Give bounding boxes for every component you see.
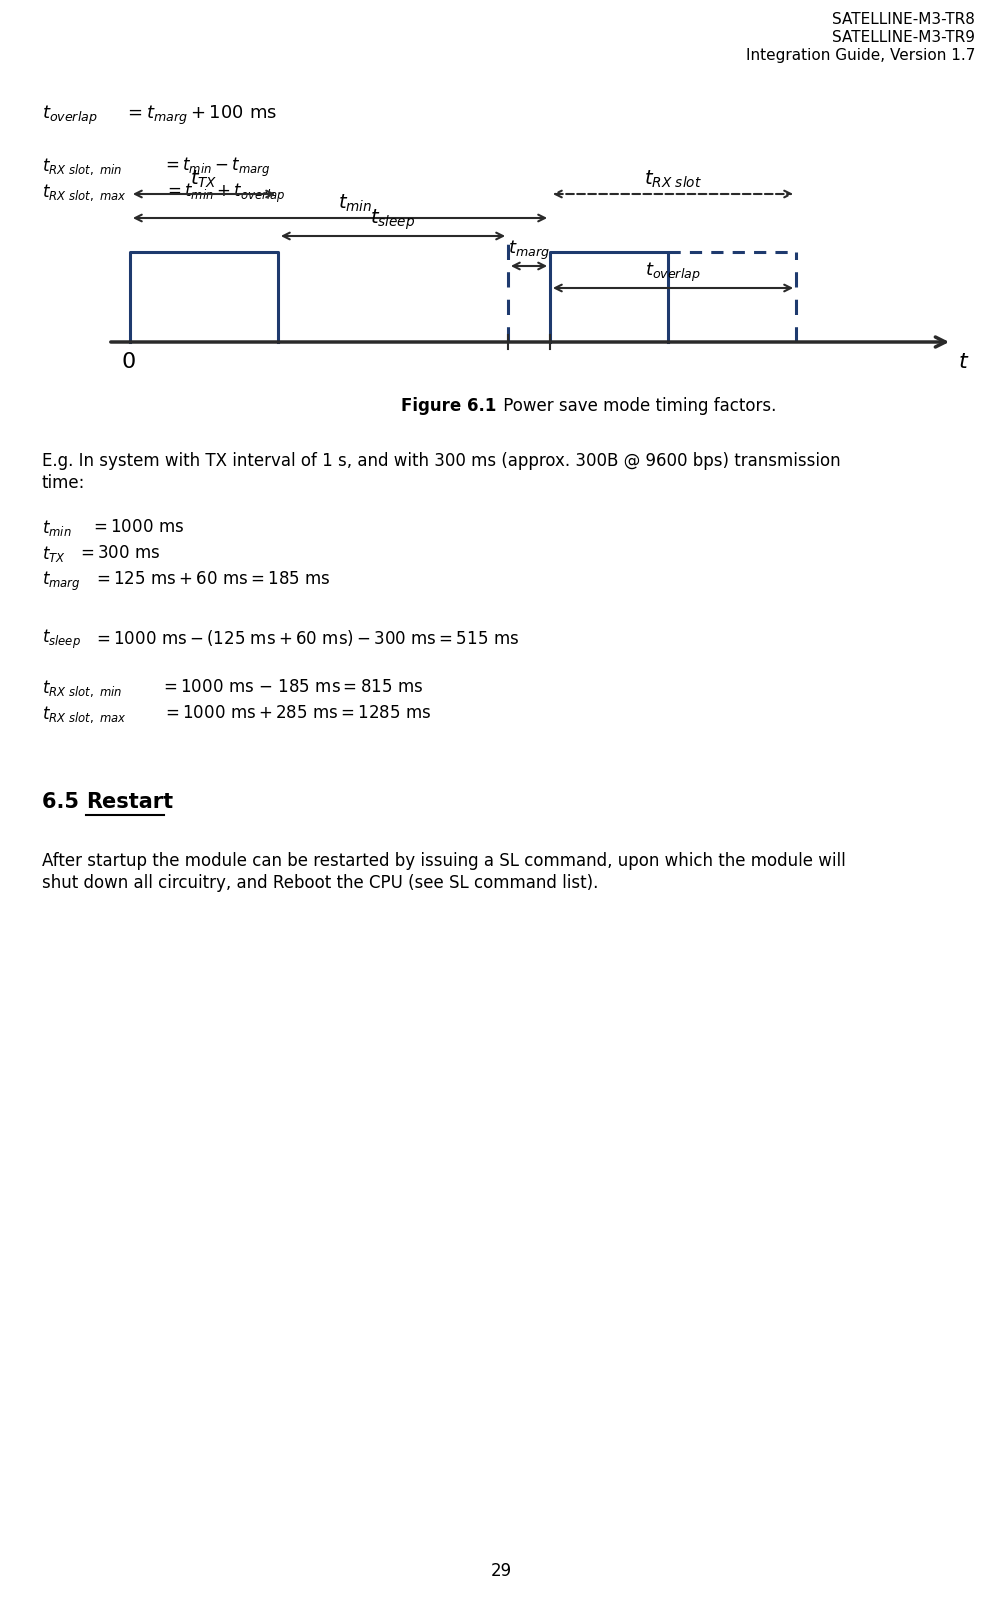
Text: SATELLINE-M3-TR8: SATELLINE-M3-TR8 bbox=[832, 11, 974, 27]
Text: $t_{sleep}$: $t_{sleep}$ bbox=[42, 629, 81, 651]
Text: $= t_{min} + t_{overlap}$: $= t_{min} + t_{overlap}$ bbox=[164, 182, 286, 205]
Text: Restart: Restart bbox=[86, 791, 173, 812]
Text: 29: 29 bbox=[490, 1562, 511, 1580]
Text: $= 300\ \mathrm{ms}$: $= 300\ \mathrm{ms}$ bbox=[77, 543, 160, 563]
Text: Figure 6.1: Figure 6.1 bbox=[400, 397, 496, 414]
Text: Integration Guide, Version 1.7: Integration Guide, Version 1.7 bbox=[744, 48, 974, 63]
Text: $=125\ \mathrm{ms} + 60\ \mathrm{ms} = 185\ \mathrm{ms}$: $=125\ \mathrm{ms} + 60\ \mathrm{ms} = 1… bbox=[93, 571, 331, 588]
Text: Power save mode timing factors.: Power save mode timing factors. bbox=[498, 397, 776, 414]
Text: $= t_{min} - t_{marg}$: $= t_{min} - t_{marg}$ bbox=[162, 156, 271, 179]
Text: $t_{RX\ slot,\ min}$: $t_{RX\ slot,\ min}$ bbox=[42, 156, 122, 177]
Text: $t_{min}$: $t_{min}$ bbox=[338, 193, 372, 214]
Text: SATELLINE-M3-TR9: SATELLINE-M3-TR9 bbox=[832, 31, 974, 45]
Text: $= t_{marg} + 100\ \mathrm{ms}$: $= t_{marg} + 100\ \mathrm{ms}$ bbox=[124, 105, 277, 127]
Text: After startup the module can be restarted by issuing a SL command, upon which th: After startup the module can be restarte… bbox=[42, 853, 845, 870]
Text: $t_{overlap}$: $t_{overlap}$ bbox=[42, 105, 98, 127]
Text: $= 1000\ \mathrm{ms}\ \mathrm{-}\ 185\ \mathrm{ms} = 815\ \mathrm{ms}$: $= 1000\ \mathrm{ms}\ \mathrm{-}\ 185\ \… bbox=[160, 679, 423, 696]
Text: $t_{marg}$: $t_{marg}$ bbox=[508, 239, 549, 263]
Text: $t_{RX\ slot,\ min}$: $t_{RX\ slot,\ min}$ bbox=[42, 679, 122, 698]
Text: $t_{RX\ slot,\ max}$: $t_{RX\ slot,\ max}$ bbox=[42, 182, 126, 203]
Text: shut down all circuitry, and Reboot the CPU (see SL command list).: shut down all circuitry, and Reboot the … bbox=[42, 874, 598, 891]
Text: $t_{RX\ slot,\ max}$: $t_{RX\ slot,\ max}$ bbox=[42, 704, 126, 725]
Text: $0$: $0$ bbox=[120, 351, 135, 372]
Text: E.g. In system with TX interval of 1 s, and with 300 ms (approx. 300B @ 9600 bps: E.g. In system with TX interval of 1 s, … bbox=[42, 451, 840, 471]
Text: $= 1000\ \mathrm{ms} + 285\ \mathrm{ms} = 1285\ \mathrm{ms}$: $= 1000\ \mathrm{ms} + 285\ \mathrm{ms} … bbox=[162, 704, 431, 722]
Text: $t_{marg}$: $t_{marg}$ bbox=[42, 571, 80, 593]
Text: $t_{TX}$: $t_{TX}$ bbox=[42, 543, 66, 564]
Text: $= 1000\ \mathrm{ms}$: $= 1000\ \mathrm{ms}$ bbox=[90, 517, 184, 537]
Text: $t_{sleep}$: $t_{sleep}$ bbox=[370, 208, 415, 232]
Text: time:: time: bbox=[42, 474, 85, 492]
Text: $t$: $t$ bbox=[957, 351, 969, 372]
Text: $t_{TX}$: $t_{TX}$ bbox=[190, 169, 217, 190]
Text: $= 1000\ \mathrm{ms} - (125\ \mathrm{ms} + 60\ \mathrm{ms}) - 300\ \mathrm{ms} =: $= 1000\ \mathrm{ms} - (125\ \mathrm{ms}… bbox=[93, 629, 519, 648]
Text: $t_{RX\ slot}$: $t_{RX\ slot}$ bbox=[643, 169, 701, 190]
Text: $t_{overlap}$: $t_{overlap}$ bbox=[644, 261, 700, 284]
Text: $t_{min}$: $t_{min}$ bbox=[42, 517, 71, 538]
Text: 6.5: 6.5 bbox=[42, 791, 93, 812]
